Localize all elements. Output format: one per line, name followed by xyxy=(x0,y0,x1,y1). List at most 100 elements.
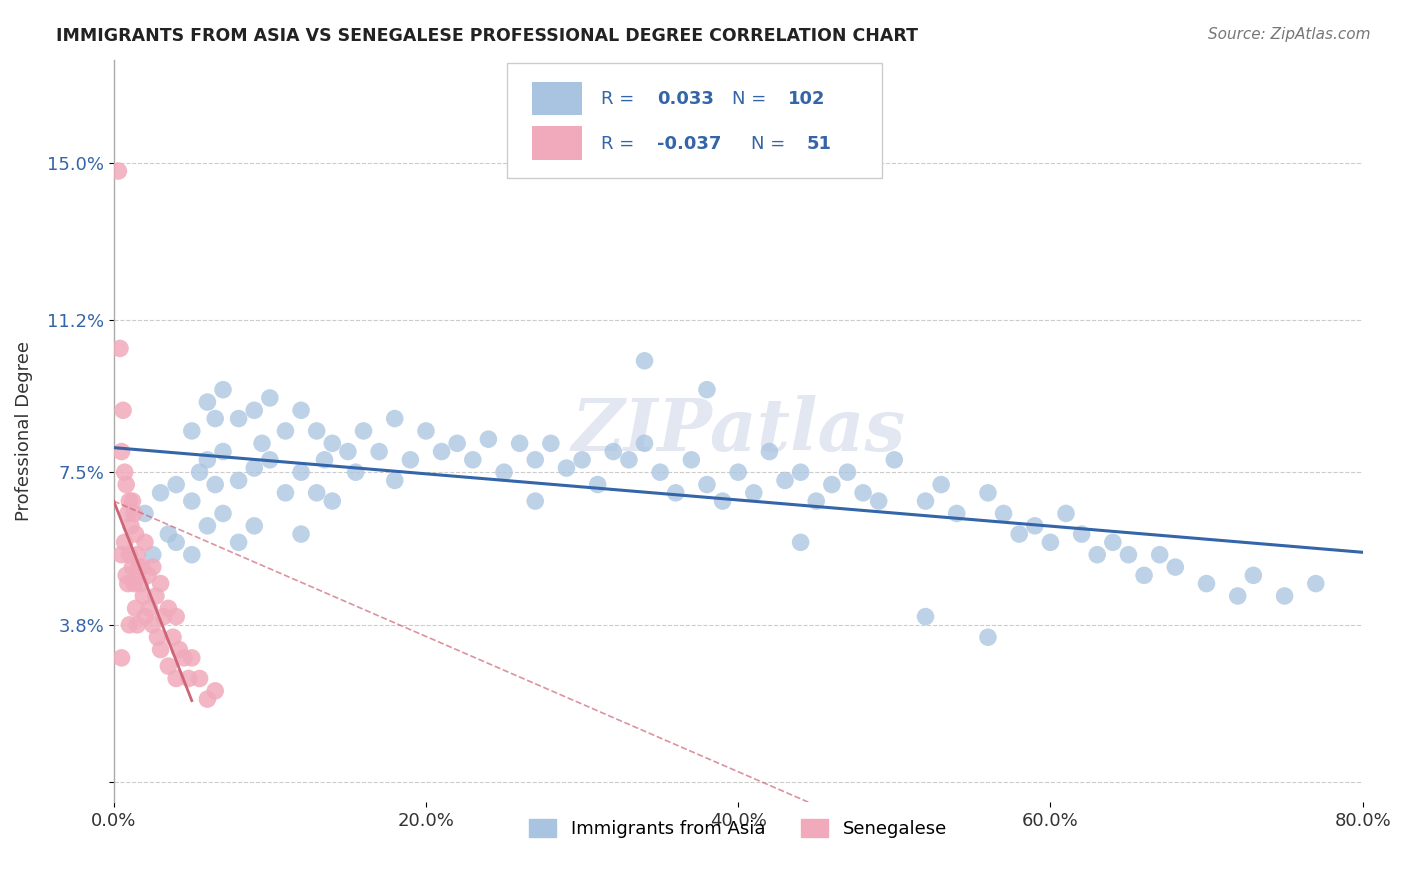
Point xyxy=(977,630,1000,644)
Point xyxy=(204,684,226,698)
Point xyxy=(120,518,142,533)
Point xyxy=(204,477,226,491)
Point xyxy=(197,692,219,706)
Point xyxy=(228,474,250,488)
Point xyxy=(314,452,336,467)
Point xyxy=(868,494,890,508)
Point xyxy=(461,452,484,467)
Point xyxy=(180,548,202,562)
Point xyxy=(138,601,160,615)
Point xyxy=(883,452,905,467)
Point xyxy=(188,465,211,479)
Point xyxy=(110,548,132,562)
Point xyxy=(1133,568,1156,582)
Point xyxy=(118,494,141,508)
Point xyxy=(157,601,180,615)
Point xyxy=(665,485,688,500)
Point xyxy=(1024,518,1046,533)
Point xyxy=(149,576,172,591)
Point xyxy=(305,485,328,500)
Point xyxy=(1070,527,1092,541)
Text: Source: ZipAtlas.com: Source: ZipAtlas.com xyxy=(1208,27,1371,42)
Point xyxy=(758,444,780,458)
Point xyxy=(477,432,499,446)
Point xyxy=(446,436,468,450)
FancyBboxPatch shape xyxy=(508,63,882,178)
Point xyxy=(107,164,129,178)
Point xyxy=(124,601,146,615)
Point xyxy=(977,485,1000,500)
Point xyxy=(384,411,406,425)
Point xyxy=(136,568,159,582)
Point xyxy=(1101,535,1123,549)
Point xyxy=(789,465,811,479)
Point xyxy=(165,672,187,686)
Point xyxy=(492,465,515,479)
Point xyxy=(129,576,152,591)
Point xyxy=(586,477,609,491)
Point xyxy=(650,465,672,479)
Point xyxy=(134,609,156,624)
Point xyxy=(602,444,624,458)
Point xyxy=(633,353,655,368)
Point xyxy=(290,527,312,541)
Point xyxy=(250,436,273,450)
Point xyxy=(197,518,219,533)
Point xyxy=(727,465,749,479)
Point xyxy=(122,507,145,521)
Point xyxy=(633,436,655,450)
Point xyxy=(243,518,266,533)
Point xyxy=(945,507,967,521)
Point xyxy=(114,465,136,479)
Point xyxy=(162,630,184,644)
Point xyxy=(696,477,718,491)
Point xyxy=(118,548,141,562)
Point xyxy=(821,477,844,491)
Point xyxy=(368,444,391,458)
Point xyxy=(146,630,169,644)
Point xyxy=(1226,589,1249,603)
Point xyxy=(118,618,141,632)
Point xyxy=(165,477,187,491)
Text: 0.033: 0.033 xyxy=(657,90,714,108)
Point xyxy=(131,560,153,574)
Point xyxy=(399,452,422,467)
Point xyxy=(204,411,226,425)
Point xyxy=(259,391,281,405)
Point xyxy=(212,507,235,521)
Point xyxy=(344,465,367,479)
Point xyxy=(149,485,172,500)
Point xyxy=(540,436,562,450)
Point xyxy=(555,461,578,475)
Point xyxy=(117,507,139,521)
Point xyxy=(524,494,547,508)
Point xyxy=(321,494,343,508)
Point xyxy=(274,424,297,438)
Text: R =: R = xyxy=(600,135,634,153)
Point xyxy=(789,535,811,549)
Point xyxy=(1118,548,1140,562)
Point xyxy=(742,485,765,500)
Point xyxy=(142,560,165,574)
Point xyxy=(852,485,875,500)
Point xyxy=(259,452,281,467)
Point xyxy=(711,494,734,508)
Point xyxy=(110,444,132,458)
Point xyxy=(124,527,146,541)
Point xyxy=(1054,507,1077,521)
Point xyxy=(1274,589,1296,603)
FancyBboxPatch shape xyxy=(531,82,582,115)
Point xyxy=(321,436,343,450)
Point xyxy=(1085,548,1108,562)
Point xyxy=(274,485,297,500)
Point xyxy=(837,465,859,479)
Point xyxy=(121,560,143,574)
Point xyxy=(142,618,165,632)
Point xyxy=(134,507,156,521)
Point xyxy=(121,494,143,508)
Point xyxy=(290,465,312,479)
Y-axis label: Professional Degree: Professional Degree xyxy=(15,341,32,521)
Point xyxy=(243,403,266,417)
Point xyxy=(1195,576,1218,591)
Point xyxy=(114,535,136,549)
